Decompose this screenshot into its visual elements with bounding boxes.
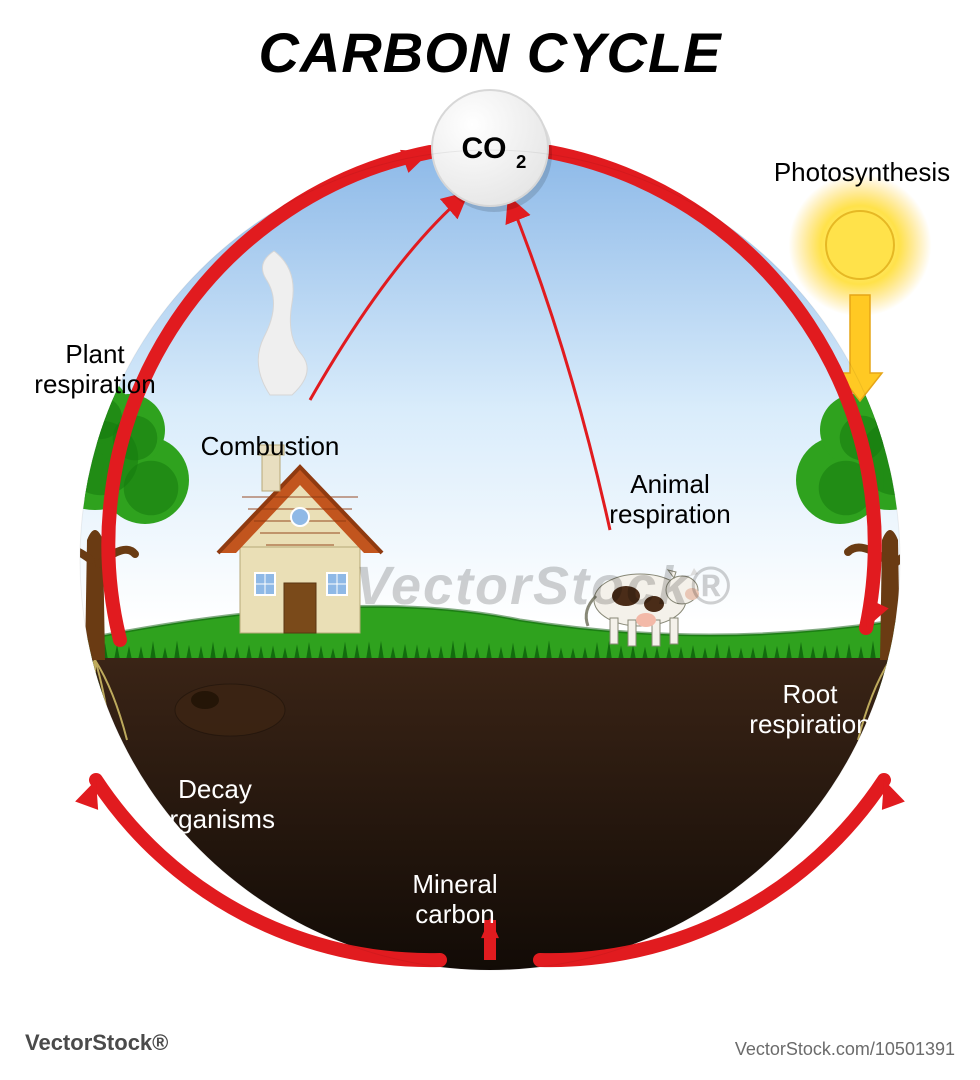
label-root-respiration: Rootrespiration <box>690 680 930 740</box>
diagram-stage: CO 2 CARBON CYCLE Photosynthesis Plantres… <box>0 0 980 1080</box>
footer-attribution: VectorStock.com/10501391 <box>735 1039 955 1060</box>
label-animal-respiration: Animalrespiration <box>550 470 790 530</box>
label-combustion: Combustion <box>130 432 410 462</box>
svg-text:CO: CO <box>462 132 507 165</box>
label-plant-respiration: Plantrespiration <box>0 340 215 400</box>
label-decay-organisms: Decayorganisms <box>95 775 335 835</box>
watermark-text: VectorStock® <box>355 555 732 617</box>
diagram-title: CARBON CYCLE <box>140 20 840 85</box>
footer-logo: VectorStock® <box>25 1030 168 1056</box>
label-photosynthesis: Photosynthesis <box>722 158 980 188</box>
label-mineral-carbon: Mineralcarbon <box>335 870 575 930</box>
svg-text:2: 2 <box>516 151 526 172</box>
